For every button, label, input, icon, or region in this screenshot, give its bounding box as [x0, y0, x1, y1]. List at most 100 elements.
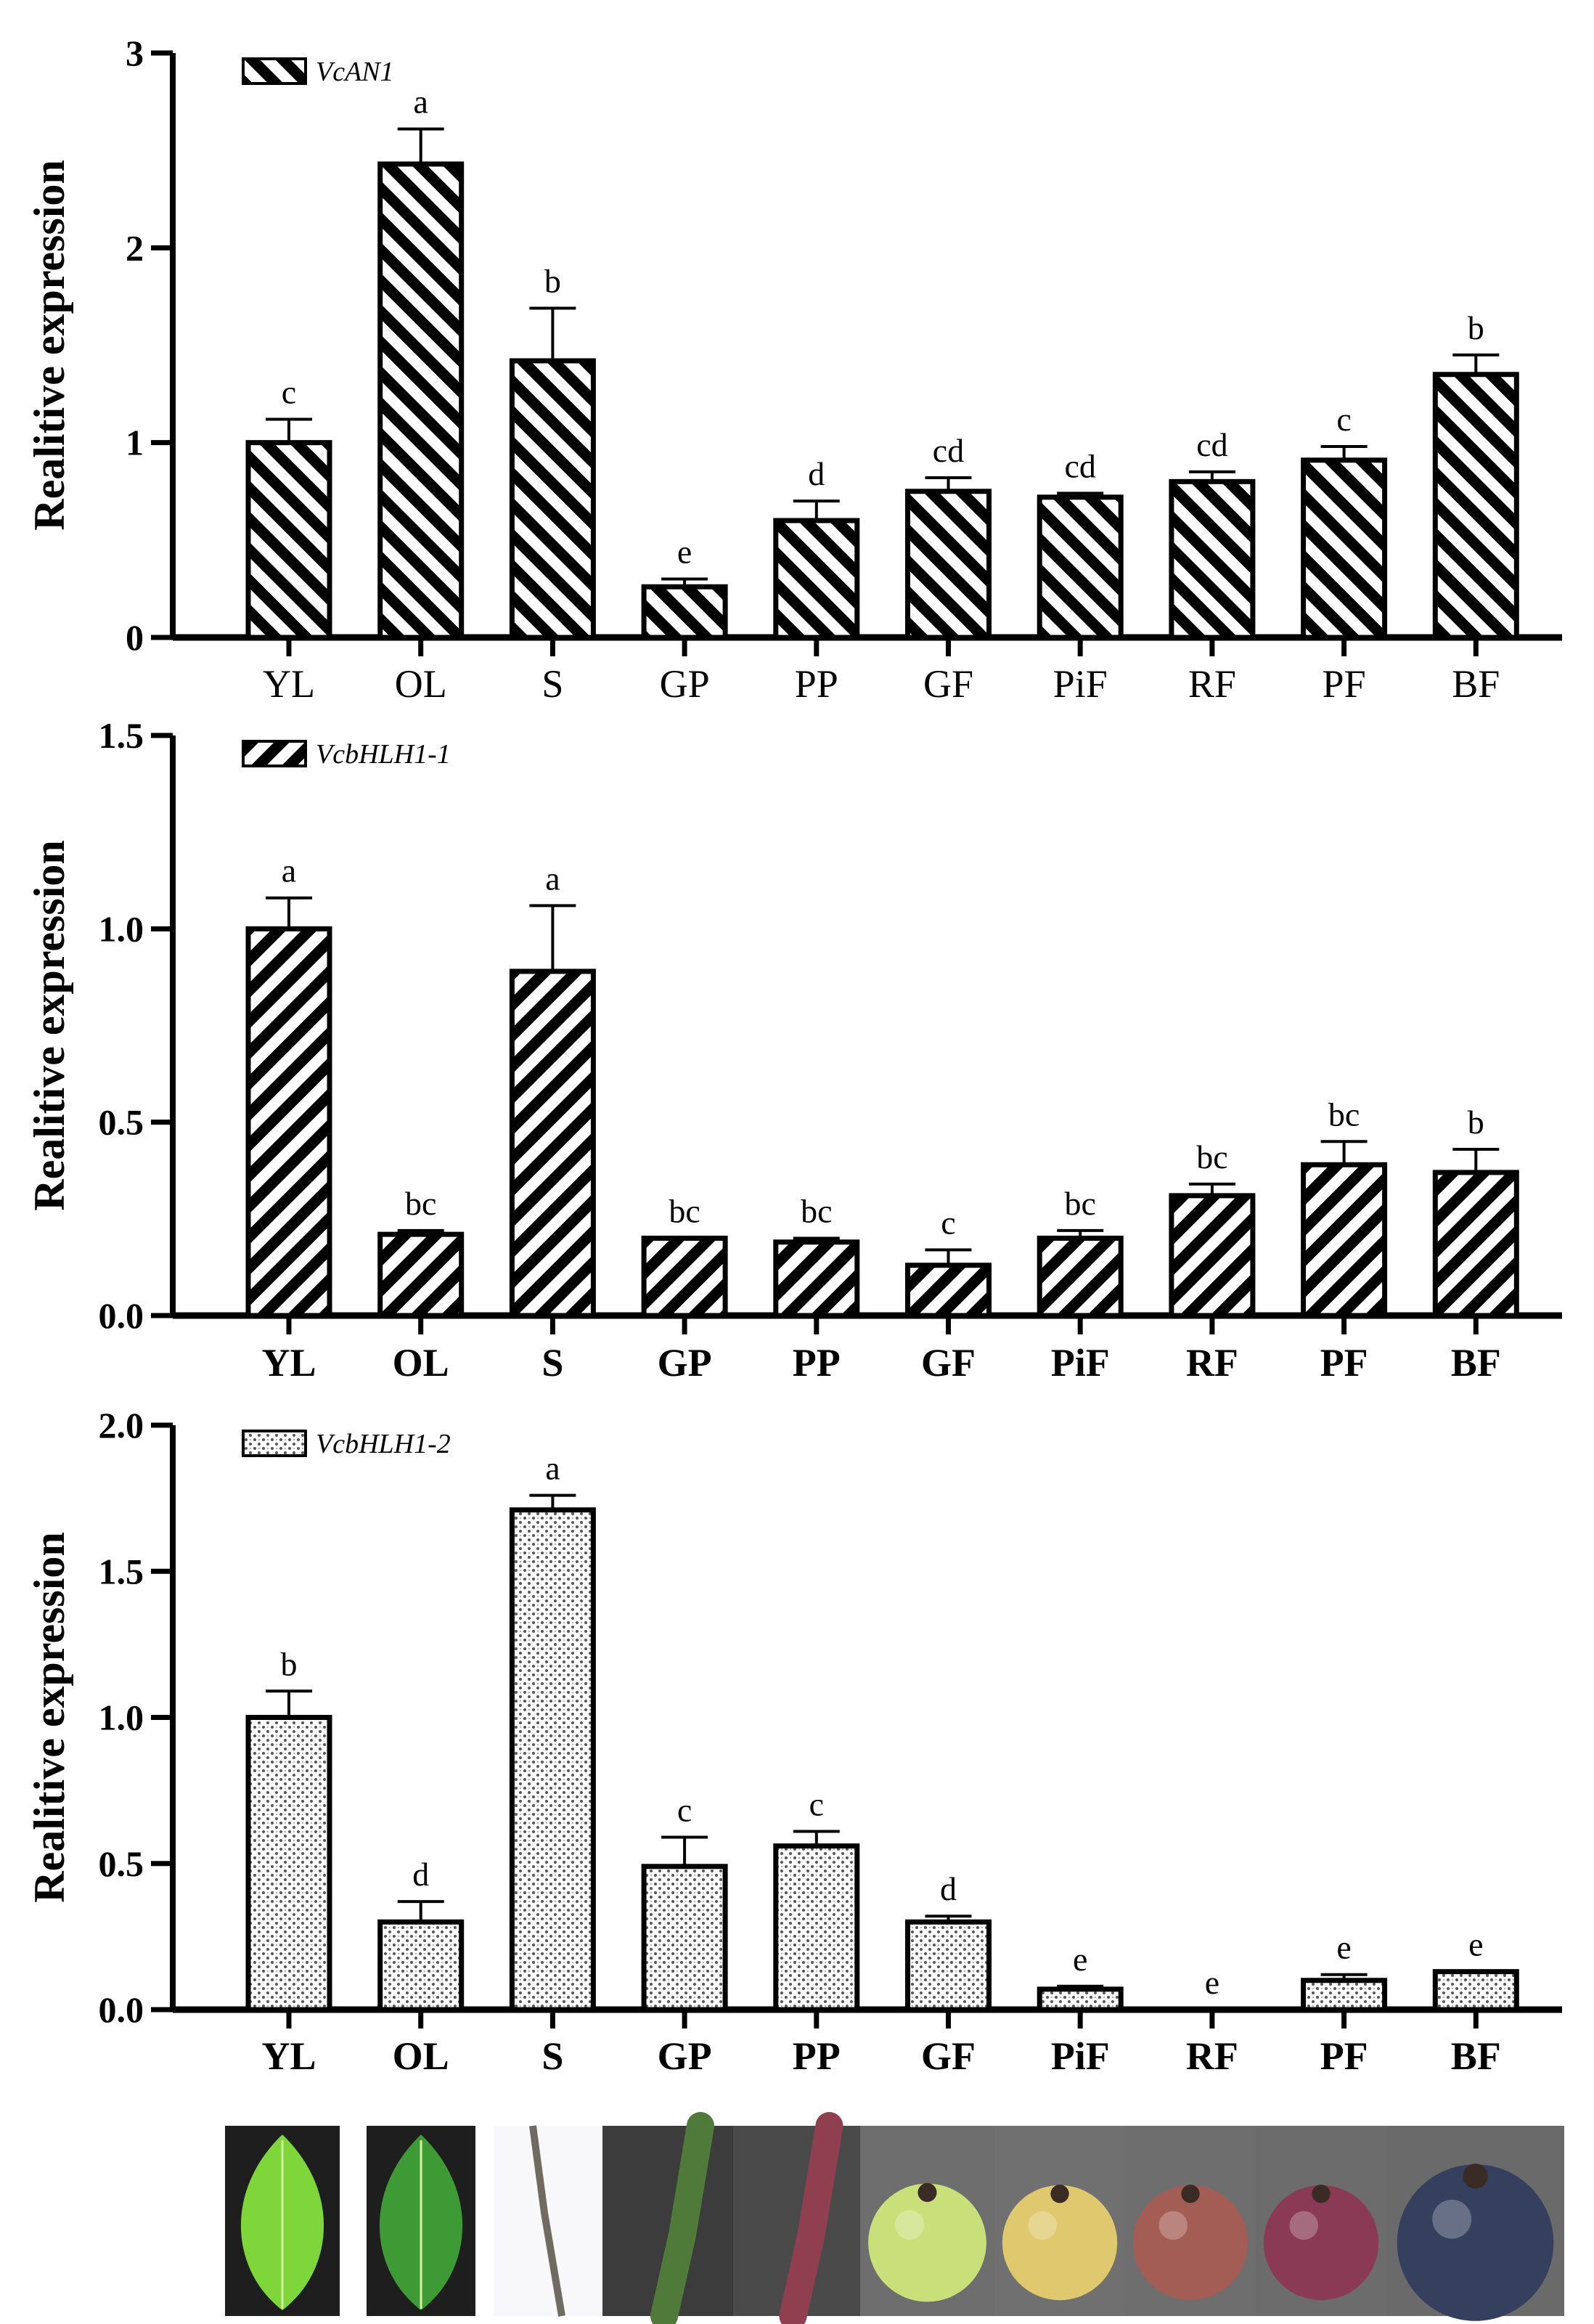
x-tick-label: GF: [921, 1341, 976, 1385]
significance-label: c: [282, 373, 296, 410]
bar-pp: [773, 1843, 860, 2013]
bar-ol: [377, 1919, 465, 2013]
berry-crown: [1050, 2185, 1069, 2203]
bar-yl: [245, 440, 332, 640]
significance-label: c: [677, 1792, 692, 1829]
x-tick-label: YL: [261, 2034, 316, 2078]
pedicel-shape: [650, 2112, 714, 2324]
significance-label: e: [1205, 1964, 1219, 2001]
significance-label: cd: [933, 432, 964, 469]
significance-label: e: [677, 534, 692, 571]
photo-s: [494, 2125, 601, 2317]
chart-panel-2: Realitive expression0.00.51.01.5aYLbcOLa…: [25, 715, 1562, 1385]
y-tick-label: 1.0: [99, 1697, 144, 1738]
significance-label: a: [545, 860, 560, 897]
significance-label: a: [413, 83, 428, 121]
bar-bf: [1432, 1969, 1519, 2013]
sample-photo-strip: [225, 2112, 1564, 2324]
photo-gf: [860, 2126, 994, 2316]
bar-yl: [245, 926, 332, 1318]
pedicel-shape: [779, 2112, 843, 2324]
bar-rf: [1169, 1193, 1256, 1318]
photo-rf: [1125, 2126, 1256, 2316]
berry-highlight: [1028, 2211, 1058, 2241]
y-tick-label: 0.5: [99, 1102, 144, 1143]
x-tick-label: PiF: [1051, 2034, 1110, 2078]
x-tick-label: S: [541, 2034, 563, 2078]
photo-pp: [733, 2112, 860, 2324]
significance-label: d: [808, 455, 825, 492]
bar-yl: [245, 1715, 332, 2013]
bar-gp: [641, 584, 728, 640]
x-tick-label: YL: [261, 1341, 316, 1385]
berry-highlight: [894, 2210, 925, 2240]
x-tick-label: PiF: [1051, 1341, 1110, 1385]
bar-ol: [377, 161, 465, 640]
bar-gf: [905, 489, 992, 640]
significance-label: bc: [669, 1192, 700, 1229]
bar-s: [509, 1507, 596, 2013]
x-tick-label: PF: [1323, 662, 1366, 706]
x-tick-label: BF: [1451, 1341, 1501, 1385]
significance-label: e: [1336, 1929, 1351, 1966]
bar-gp: [641, 1864, 728, 2013]
chart-panel-1: Realitive expression 0 1 2 3 c YL a OL b Se GP d PP cd…: [25, 33, 1562, 706]
significance-label: b: [281, 1645, 298, 1682]
photo-gp: [602, 2112, 733, 2324]
berry-shape: [1263, 2185, 1379, 2301]
significance-label: b: [1468, 309, 1484, 346]
bar-pif: [1037, 1235, 1124, 1318]
y-tick-label: 0.5: [99, 1843, 144, 1884]
berry-shape: [1132, 2185, 1248, 2301]
y-tick-label: 3: [126, 33, 144, 73]
x-tick-label: OL: [393, 2034, 449, 2078]
x-tick-label: PP: [793, 2034, 841, 2078]
y-axis-label: Realitive expression: [25, 840, 73, 1211]
y-tick-label: 1: [126, 423, 144, 463]
photo-bf: [1386, 2126, 1564, 2321]
x-tick-label: OL: [393, 1341, 449, 1385]
y-tick-label: 1.5: [99, 1551, 144, 1591]
significance-label: bc: [801, 1192, 832, 1229]
photo-yl: [225, 2126, 340, 2316]
bar-ol: [377, 1231, 465, 1318]
legend-swatch: [242, 57, 307, 85]
significance-label: a: [282, 852, 296, 889]
significance-label: e: [1468, 1926, 1483, 1963]
bar-s: [509, 969, 596, 1318]
bar-gf: [905, 1919, 992, 2013]
y-tick-label: 1.0: [99, 908, 144, 949]
photo-pif: [994, 2126, 1125, 2316]
bar-pif: [1037, 1986, 1124, 2013]
significance-label: a: [545, 1450, 560, 1487]
berry-shape: [868, 2183, 986, 2302]
significance-label: cd: [1064, 447, 1095, 484]
bar-pp: [773, 1239, 860, 1318]
berry-highlight: [1432, 2199, 1472, 2239]
chart-panels: Realitive expression0123cYLaOLbSeGPdPPcd…: [25, 33, 1562, 2078]
bar-pf: [1301, 1162, 1388, 1318]
x-tick-label: GF: [923, 662, 973, 706]
x-tick-label: BF: [1452, 662, 1500, 706]
berry-shape: [1002, 2185, 1118, 2301]
y-tick-label: 0.0: [99, 1989, 144, 2030]
significance-label: d: [940, 1870, 957, 1907]
y-tick-label: 2.0: [99, 1405, 144, 1446]
x-tick-label: S: [541, 1341, 563, 1385]
legend-label: VcbHLH1-1: [316, 739, 451, 770]
x-tick-label: GF: [921, 2034, 976, 2078]
significance-label: bc: [1328, 1096, 1360, 1133]
x-tick-label: PP: [795, 662, 838, 706]
significance-label: b: [1468, 1104, 1484, 1141]
x-tick-label: PiF: [1053, 662, 1108, 706]
berry-highlight: [1289, 2211, 1319, 2241]
y-tick-label: 0: [126, 617, 144, 658]
legend-label: VcAN1: [316, 57, 394, 87]
x-tick-label: RF: [1186, 1341, 1238, 1385]
x-tick-label: GP: [658, 1341, 712, 1385]
bar-rf: [1169, 478, 1256, 640]
significance-label: c: [1336, 401, 1351, 438]
significance-label: c: [809, 1785, 824, 1822]
berry-crown: [1312, 2185, 1331, 2203]
x-tick-label: YL: [263, 662, 315, 706]
